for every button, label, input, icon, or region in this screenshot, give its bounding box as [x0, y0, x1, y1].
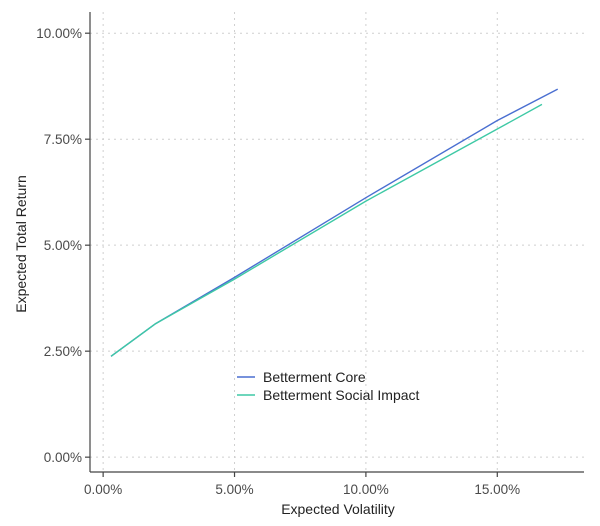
- legend-label: Betterment Social Impact: [263, 387, 420, 403]
- series-line-0: [110, 88, 559, 357]
- y-axis-title: Expected Total Return: [13, 175, 29, 313]
- x-axis-title: Expected Volatility: [281, 501, 395, 517]
- axes-layer: [89, 12, 584, 473]
- y-tick-label: 7.50%: [44, 132, 82, 147]
- legend: Betterment Core Betterment Social Impact: [237, 369, 420, 403]
- grid-layer: [90, 12, 584, 472]
- x-tick-label: 10.00%: [343, 482, 389, 497]
- legend-label: Betterment Core: [263, 369, 366, 385]
- series-layer: [110, 88, 559, 357]
- y-tick-label: 10.00%: [36, 26, 82, 41]
- ticks-layer: 0.00% 5.00% 10.00% 15.00% 0.00% 2.50% 5.00% 7.5…: [36, 26, 520, 497]
- y-tick-label: 5.00%: [44, 238, 82, 253]
- x-tick-label: 15.00%: [474, 482, 520, 497]
- y-tick-label: 0.00%: [44, 450, 82, 465]
- series-line-1: [110, 103, 543, 357]
- y-tick-label: 2.50%: [44, 344, 82, 359]
- x-tick-label: 0.00%: [84, 482, 122, 497]
- x-tick-label: 5.00%: [215, 482, 253, 497]
